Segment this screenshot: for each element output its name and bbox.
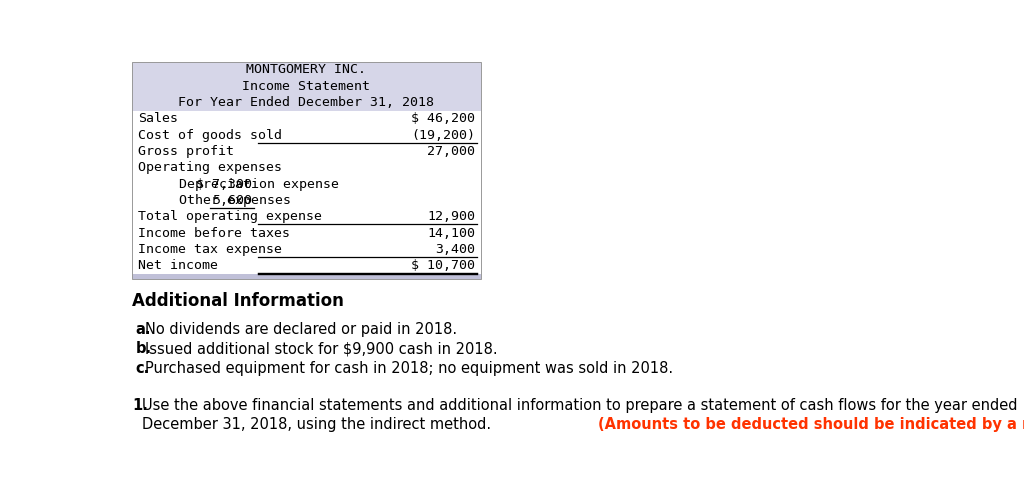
Text: Income tax expense: Income tax expense [138, 243, 282, 256]
Bar [132, 62, 480, 111]
Text: Income before taxes: Income before taxes [138, 227, 290, 240]
Bar [132, 257, 480, 274]
Text: Sales: Sales [138, 112, 178, 125]
Bar [132, 274, 480, 279]
Text: No dividends are declared or paid in 2018.: No dividends are declared or paid in 201… [145, 322, 457, 337]
Bar [132, 208, 480, 225]
Text: 27,000: 27,000 [427, 145, 475, 158]
Text: $ 7,300: $ 7,300 [197, 178, 252, 191]
Text: Use the above financial statements and additional information to prepare a state: Use the above financial statements and a… [142, 397, 1018, 412]
Text: MONTGOMERY INC.: MONTGOMERY INC. [246, 63, 367, 76]
Text: Cost of goods sold: Cost of goods sold [138, 129, 282, 142]
Text: Gross profit: Gross profit [138, 145, 234, 158]
Bar [132, 176, 480, 192]
Bar [132, 225, 480, 241]
Text: 5,600: 5,600 [212, 194, 252, 207]
Text: 1.: 1. [132, 397, 147, 412]
Text: 3,400: 3,400 [435, 243, 475, 256]
Text: December 31, 2018, using the indirect method.: December 31, 2018, using the indirect me… [142, 417, 496, 432]
Text: $ 10,700: $ 10,700 [412, 259, 475, 272]
Text: a.: a. [136, 322, 152, 337]
Text: Income Statement: Income Statement [243, 80, 371, 93]
Bar [132, 192, 480, 208]
Text: c.: c. [136, 361, 150, 376]
Bar [132, 144, 480, 160]
Text: Net income: Net income [138, 259, 218, 272]
Text: (Amounts to be deducted should be indicated by a minus sign.): (Amounts to be deducted should be indica… [598, 417, 1024, 432]
Text: (19,200): (19,200) [412, 129, 475, 142]
Text: $ 46,200: $ 46,200 [412, 112, 475, 125]
Bar [132, 111, 480, 127]
Text: Purchased equipment for cash in 2018; no equipment was sold in 2018.: Purchased equipment for cash in 2018; no… [145, 361, 673, 376]
Bar [132, 127, 480, 144]
Text: Issued additional stock for $9,900 cash in 2018.: Issued additional stock for $9,900 cash … [145, 341, 498, 356]
Bar [132, 62, 480, 279]
Text: For Year Ended December 31, 2018: For Year Ended December 31, 2018 [178, 96, 434, 109]
Text: b.: b. [136, 341, 152, 356]
Bar [132, 160, 480, 176]
Bar [132, 241, 480, 257]
Text: Operating expenses: Operating expenses [138, 161, 282, 174]
Text: 14,100: 14,100 [427, 227, 475, 240]
Text: Total operating expense: Total operating expense [138, 210, 323, 223]
Text: Depreciation expense: Depreciation expense [155, 178, 339, 191]
Text: 12,900: 12,900 [427, 210, 475, 223]
Text: Other expenses: Other expenses [155, 194, 291, 207]
Text: Additional Information: Additional Information [132, 293, 344, 310]
